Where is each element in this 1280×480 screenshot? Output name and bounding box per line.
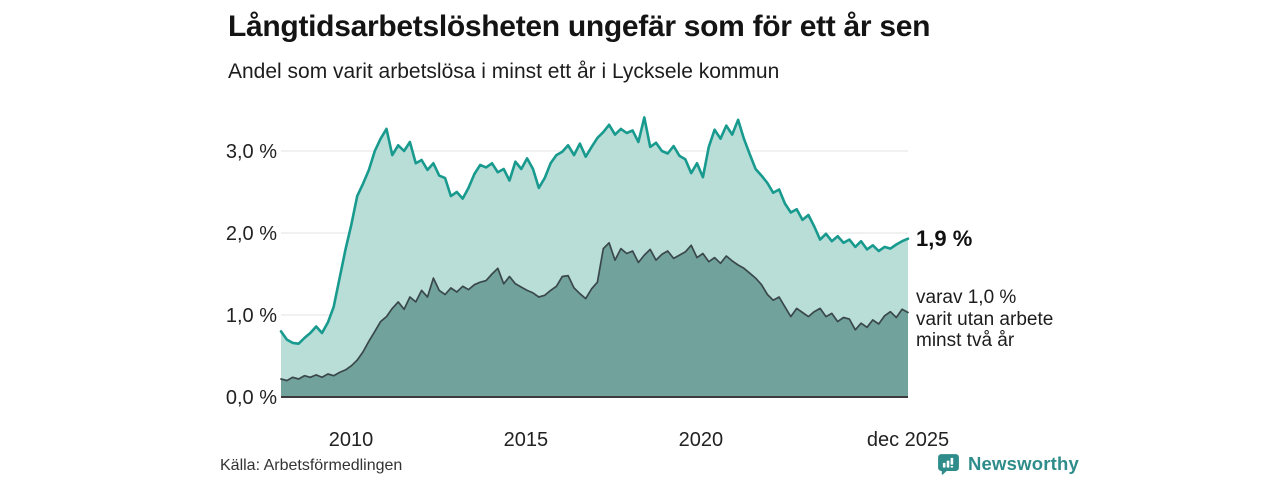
page-subtitle: Andel som varit arbetslösa i minst ett å… xyxy=(228,60,780,83)
x-tick-label: 2015 xyxy=(504,429,549,451)
brand-lockup: Newsworthy xyxy=(936,451,1079,477)
y-tick-label: 0,0 % xyxy=(226,387,277,409)
series-end-label-sub-line: minst två år xyxy=(916,330,1015,351)
series-end-label-sub-line: varav 1,0 % xyxy=(916,287,1017,308)
y-tick-label: 3,0 % xyxy=(226,141,277,163)
series-end-label-sub: varav 1,0 % varit utan arbete minst två … xyxy=(916,287,1053,352)
source-note: Källa: Arbetsförmedlingen xyxy=(220,457,403,474)
x-tick-label: dec 2025 xyxy=(867,429,949,451)
series-end-label-total: 1,9 % xyxy=(916,226,973,251)
x-tick-label: 2010 xyxy=(329,429,374,451)
y-tick-label: 2,0 % xyxy=(226,223,277,245)
area-sub xyxy=(281,242,908,397)
brand-name: Newsworthy xyxy=(968,453,1079,474)
x-tick-label: 2020 xyxy=(679,429,724,451)
line-sub xyxy=(280,241,909,382)
page-title: Långtidsarbetslösheten ungefär som för e… xyxy=(228,10,931,43)
line-total xyxy=(279,116,910,345)
y-tick-label: 1,0 % xyxy=(226,305,277,327)
series-end-label-sub-line: varit utan arbete xyxy=(916,308,1054,330)
newsworthy-logo-icon xyxy=(938,453,959,475)
